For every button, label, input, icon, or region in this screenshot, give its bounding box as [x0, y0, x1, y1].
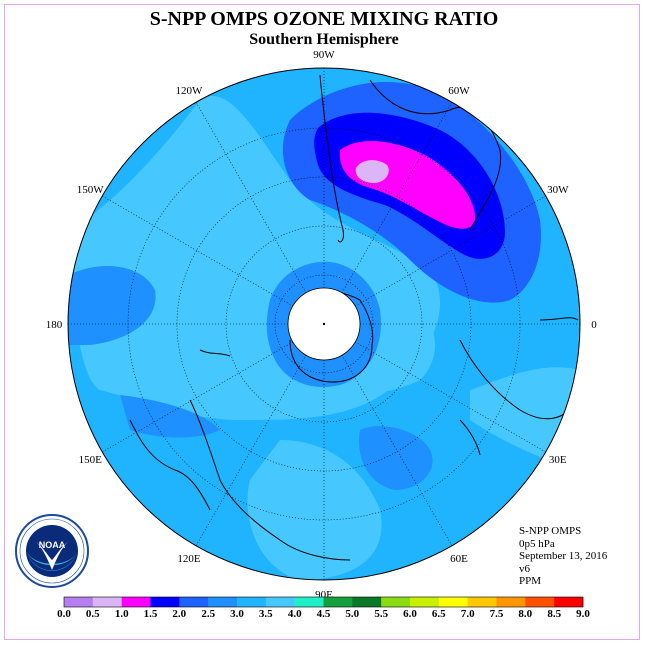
coast-south-america [319, 74, 344, 243]
coast-new-zealand [129, 419, 211, 511]
noaa-logo-text: NOAA [39, 540, 66, 550]
colorbar-swatch [265, 597, 295, 607]
colorbar-swatch [410, 597, 440, 607]
field-region-2p5-west [68, 266, 156, 345]
colorbar-tick-label: 1.5 [144, 608, 158, 620]
colorbar: 0.0 0.5 1.0 1.5 2.0 2.5 3.0 3.5 4.0 4.5 5.0 5.5 6.0 6… [57, 596, 590, 620]
field-region-2p5-south [359, 426, 433, 490]
info-block: S-NPP OMPS 0p5 hPa September 13, 2016 v6… [519, 525, 607, 588]
colorbar-tick-label: 8.0 [518, 608, 532, 620]
colorbar-tick-label: 6.5 [432, 608, 446, 620]
coast-small-1 [199, 349, 231, 357]
map-subtitle: Southern Hemisphere [249, 31, 399, 48]
colorbar-swatch [92, 597, 122, 607]
lon-label: 120W [176, 85, 204, 97]
colorbar-tick-label: 3.0 [230, 608, 244, 620]
lon-label: 150E [79, 454, 103, 466]
info-units: PPM [519, 575, 542, 587]
coast-madagascar [459, 419, 481, 456]
colorbar-tick-label: 5.5 [374, 608, 388, 620]
colorbar-tick-label: 0.0 [57, 608, 71, 620]
lon-label: 0 [591, 319, 597, 331]
lon-label: 180 [46, 319, 63, 331]
lat-circle-70S [225, 225, 423, 423]
colorbar-tick-label: 7.0 [461, 608, 475, 620]
meridian-line [341, 355, 453, 546]
meridian-line [102, 195, 293, 307]
colorbar-swatch [381, 597, 411, 607]
coast-australia-west [189, 399, 351, 561]
lon-label: 90W [313, 49, 335, 61]
colorbar-tick-label: 9.0 [576, 608, 590, 620]
lon-label: 120E [177, 553, 201, 565]
lon-label: 60E [450, 553, 468, 565]
field-region-0p5 [355, 160, 389, 183]
colorbar-swatch [554, 597, 584, 607]
colorbar-tick-label: 4.0 [288, 608, 302, 620]
colorbar-swatch [121, 597, 151, 607]
colorbar-tick-label: 1.0 [115, 608, 129, 620]
colorbar-swatch [179, 597, 209, 607]
colorbar-tick-label: 5.0 [345, 608, 359, 620]
meridian-line [195, 355, 307, 546]
noaa-logo: NOAA [15, 514, 89, 588]
meridian-line [341, 102, 453, 293]
colorbar-swatch [467, 597, 497, 607]
lon-label: 30E [549, 454, 567, 466]
figure-frame [4, 4, 640, 640]
colorbar-tick-label: 2.0 [172, 608, 186, 620]
map-title: S-NPP OMPS OZONE MIXING RATIO [149, 8, 499, 30]
meridian-line [195, 102, 307, 293]
info-level: 0p5 hPa [519, 537, 555, 550]
colorbar-swatch [525, 597, 555, 607]
meridian-line [355, 341, 546, 453]
colorbar-tick-label: 4.5 [317, 608, 331, 620]
lon-label: 60W [448, 85, 470, 97]
colorbar-swatch [438, 597, 468, 607]
colorbar-tick-label: 7.5 [490, 608, 504, 620]
meridian-line [355, 195, 546, 307]
colorbar-tick-label: 3.5 [259, 608, 273, 620]
colorbar-swatch [294, 597, 324, 607]
field-region-2p5-tasman [120, 395, 220, 438]
info-version: v6 [519, 562, 530, 575]
colorbar-swatch [208, 597, 238, 607]
colorbar-tick-label: 2.5 [201, 608, 215, 620]
info-date: September 13, 2016 [519, 550, 608, 562]
colorbar-border [63, 596, 584, 608]
coast-antarctica [289, 291, 374, 383]
colorbar-swatch [64, 597, 94, 607]
coast-africa-west [539, 317, 579, 321]
colorbar-swatch [496, 597, 526, 607]
colorbar-swatch [150, 597, 180, 607]
colorbar-tick-label: 0.5 [86, 608, 100, 620]
colorbar-tick-label: 6.0 [403, 608, 417, 620]
info-instrument: S-NPP OMPS [519, 525, 582, 537]
pole-dot [322, 322, 326, 326]
field-region-3p5-south [247, 440, 382, 580]
colorbar-swatch [237, 597, 267, 607]
colorbar-swatch [323, 597, 353, 607]
lon-label: 30W [547, 184, 569, 196]
colorbar-tick-label: 8.5 [547, 608, 561, 620]
lon-label: 150W [77, 184, 105, 196]
meridian-line [102, 341, 293, 453]
meridian-lines [68, 68, 580, 580]
colorbar-swatch [352, 597, 382, 607]
